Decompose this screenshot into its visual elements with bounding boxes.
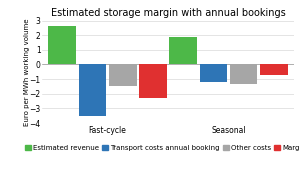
Bar	[79, 64, 106, 116]
Y-axis label: Euro per MWh working volume: Euro per MWh working volume	[24, 18, 30, 126]
Bar	[260, 64, 288, 75]
Bar	[230, 64, 257, 84]
Bar	[48, 26, 76, 64]
Bar	[169, 37, 197, 64]
Title: Estimated storage margin with annual bookings: Estimated storage margin with annual boo…	[51, 8, 285, 18]
Legend: Estimated revenue, Transport costs annual booking, Other costs, Margin: Estimated revenue, Transport costs annua…	[25, 145, 300, 151]
Bar	[109, 64, 136, 87]
Bar	[139, 64, 167, 98]
Bar	[200, 64, 227, 82]
